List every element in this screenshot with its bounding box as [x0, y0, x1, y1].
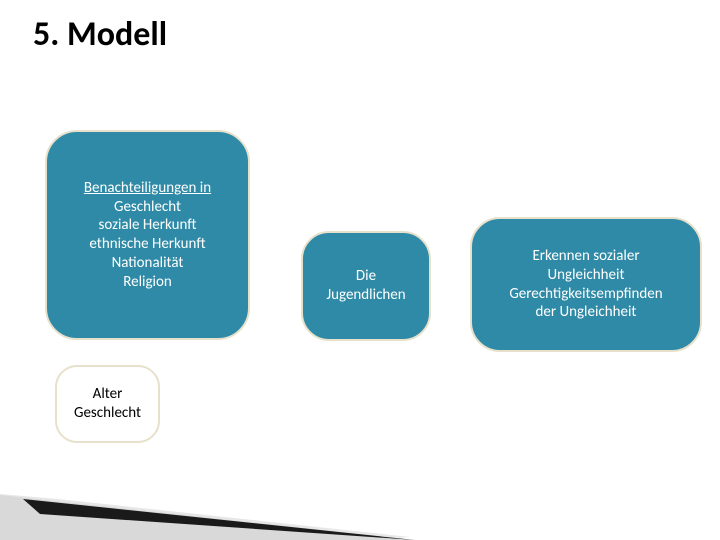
node-benachteiligungen-item: Geschlecht	[114, 198, 181, 217]
node-alter-line: Alter	[93, 385, 123, 404]
node-jugendliche: Die Jugendlichen	[301, 231, 431, 341]
node-erkennen-line: Ungleichheit	[548, 266, 625, 285]
slide: 5. Modell Benachteiligungen in Geschlech…	[0, 0, 720, 540]
node-erkennen-line: Gerechtigkeitsempfinden	[509, 285, 662, 304]
node-erkennen-line: der Ungleichheit	[536, 303, 637, 322]
node-alter-line: Geschlecht	[74, 404, 141, 423]
node-benachteiligungen-heading: Benachteiligungen in	[84, 179, 211, 198]
node-benachteiligungen-item: Nationalität	[112, 254, 184, 273]
node-jugendliche-line: Jugendlichen	[326, 286, 405, 305]
node-jugendliche-line: Die	[356, 267, 376, 286]
node-alter-geschlecht: Alter Geschlecht	[55, 365, 160, 443]
node-benachteiligungen-item: ethnische Herkunft	[89, 235, 205, 254]
slide-title: 5. Modell	[33, 14, 167, 55]
node-benachteiligungen: Benachteiligungen in Geschlecht soziale …	[45, 130, 250, 340]
node-erkennen: Erkennen sozialer Ungleichheit Gerechtig…	[470, 217, 702, 352]
node-benachteiligungen-item: Religion	[123, 273, 172, 292]
node-erkennen-line: Erkennen sozialer	[532, 247, 639, 266]
node-benachteiligungen-item: soziale Herkunft	[98, 216, 196, 235]
